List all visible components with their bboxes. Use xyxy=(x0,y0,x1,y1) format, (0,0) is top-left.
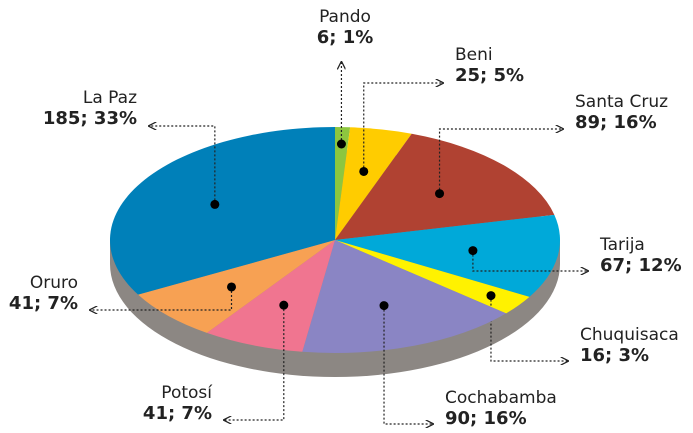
slice-value: 90; 16% xyxy=(445,408,527,429)
slice-value: 185; 33% xyxy=(43,108,137,129)
slice-label: Tarija xyxy=(599,235,645,255)
leader-dot xyxy=(359,166,369,176)
leader-line xyxy=(90,286,233,310)
pie-slice xyxy=(335,240,530,314)
slice-label: Pando xyxy=(319,7,371,27)
slice-label: Beni xyxy=(455,45,493,65)
pie-slice xyxy=(138,240,335,333)
slice-label: Oruro xyxy=(30,273,78,293)
slice-label: La Paz xyxy=(83,88,137,108)
slice-value: 16; 3% xyxy=(580,345,649,366)
leader-dot xyxy=(379,301,389,311)
slice-label: Cochabamba xyxy=(445,388,557,408)
leader-dot xyxy=(435,189,445,199)
slice-label: Potosí xyxy=(161,383,213,403)
slice-value: 89; 16% xyxy=(575,112,657,133)
leader-line xyxy=(472,250,588,271)
pie-slice xyxy=(302,240,507,353)
leader-dot xyxy=(486,291,496,301)
slice-value: 41; 7% xyxy=(9,293,78,314)
leader-dot xyxy=(210,199,220,209)
leader-dot xyxy=(336,139,346,149)
pie-slice xyxy=(335,214,560,297)
slice-value: 25; 5% xyxy=(455,65,524,86)
leader-dot xyxy=(468,246,478,256)
pie-slice xyxy=(335,127,412,240)
pie-slice xyxy=(206,240,335,352)
pie-slice xyxy=(335,133,555,240)
slice-value: 67; 12% xyxy=(600,255,682,276)
leader-line xyxy=(438,129,563,194)
slice-label: Santa Cruz xyxy=(575,92,668,112)
leader-dot xyxy=(279,300,289,310)
slice-value: 6; 1% xyxy=(317,27,374,48)
slice-value: 41; 7% xyxy=(143,403,212,424)
slice-label: Chuquisaca xyxy=(580,325,679,345)
leader-dot xyxy=(227,282,237,292)
pie-slice xyxy=(109,127,336,295)
pie-slice xyxy=(335,127,351,240)
leader-line xyxy=(363,83,443,172)
